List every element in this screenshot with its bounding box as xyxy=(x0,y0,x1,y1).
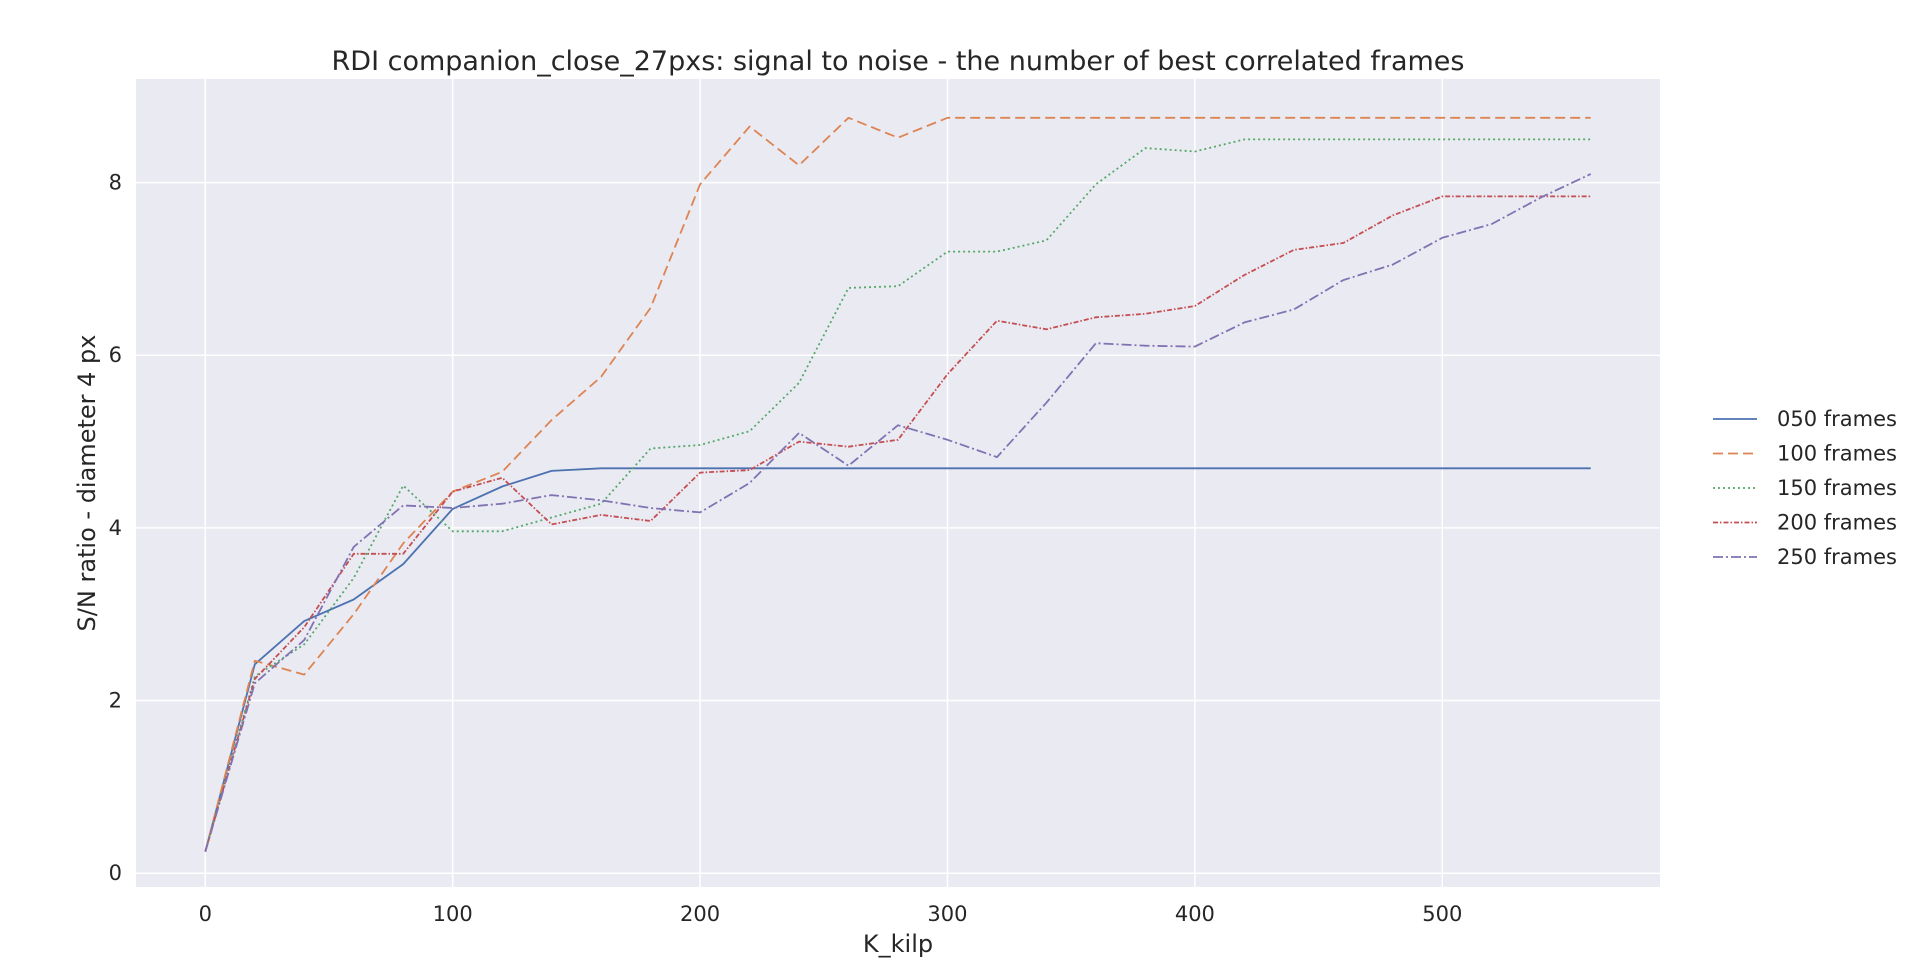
x-tick-label: 400 xyxy=(1175,902,1215,926)
series-line-1 xyxy=(204,467,1591,852)
series-lines xyxy=(204,116,1592,852)
x-tick-label: 500 xyxy=(1422,902,1462,926)
y-tick-label: 2 xyxy=(109,689,122,713)
legend-label: 100 frames xyxy=(1777,442,1897,466)
x-axis-label: K_kilp xyxy=(863,930,933,958)
y-tick-labels: 0 2 4 6 8 xyxy=(109,171,122,886)
x-tick-label: 100 xyxy=(433,902,473,926)
y-tick-label: 6 xyxy=(109,343,122,367)
plot-background xyxy=(136,79,1660,887)
x-tick-labels: 0 100 200 300 400 500 xyxy=(199,902,1463,926)
series-line-3 xyxy=(204,138,1591,852)
legend: 050 frames 100 frames 150 frames 200 frames… xyxy=(1713,407,1897,569)
x-tick-label: 200 xyxy=(680,902,720,926)
y-tick-label: 4 xyxy=(109,516,122,540)
chart-title: RDI companion_close_27pxs: signal to noi… xyxy=(332,46,1465,77)
x-tick-label: 300 xyxy=(927,902,967,926)
grid-lines xyxy=(136,79,1660,887)
x-tick-label: 0 xyxy=(199,902,212,926)
legend-label: 050 frames xyxy=(1777,407,1897,431)
y-axis-label: S/N ratio - diameter 4 px xyxy=(73,335,101,632)
series-line-4 xyxy=(204,195,1591,852)
y-tick-label: 0 xyxy=(109,861,122,885)
legend-label: 250 frames xyxy=(1777,545,1897,569)
legend-label: 150 frames xyxy=(1777,476,1897,500)
series-line-5 xyxy=(204,173,1592,852)
y-tick-label: 8 xyxy=(109,171,122,195)
legend-label: 200 frames xyxy=(1777,511,1897,535)
